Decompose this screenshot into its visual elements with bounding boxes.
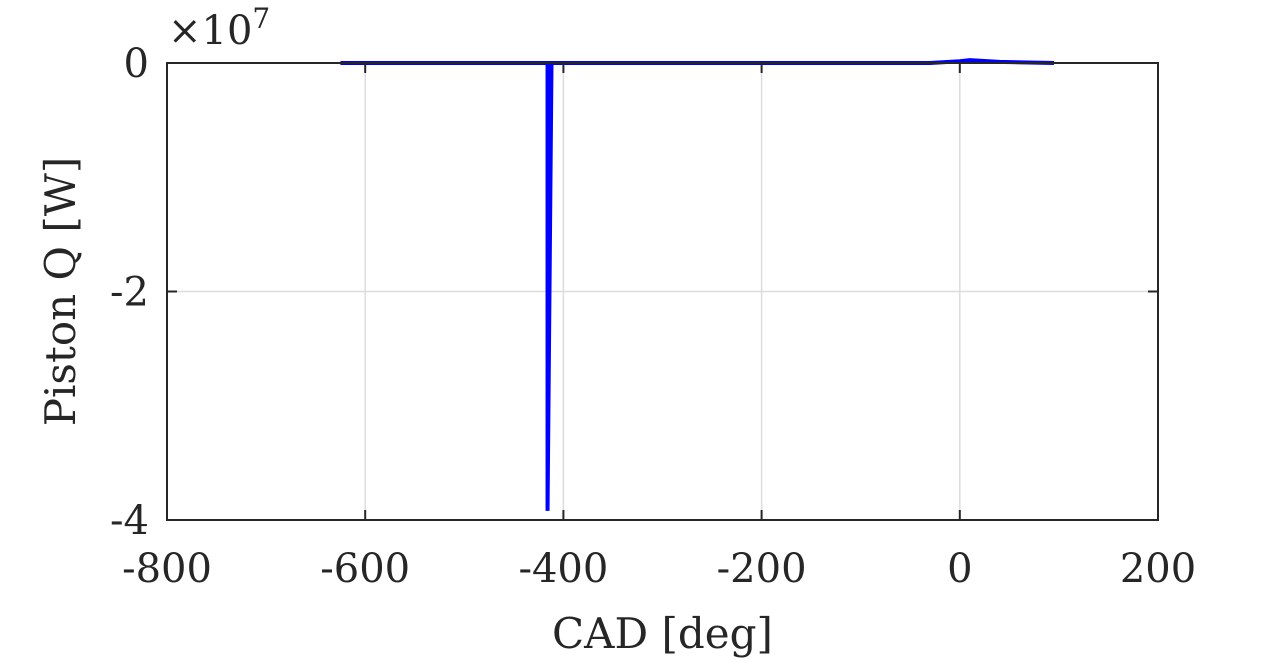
x-tick-label: 200 <box>1120 546 1196 592</box>
y-axis-exponent-power: 7 <box>252 2 270 35</box>
x-tick-label: 0 <box>947 546 972 592</box>
grid-layer <box>166 62 1159 521</box>
y-axis-exponent: ×107 <box>168 2 270 54</box>
x-tick-labels: -800 -600 -400 -200 0 200 <box>122 546 1196 592</box>
y-tick-label: 0 <box>124 41 149 87</box>
x-tick-label: -600 <box>320 546 410 592</box>
y-axis-label: Piston Q [W] <box>36 157 85 427</box>
y-tick-label: -2 <box>110 270 149 316</box>
series-line-0 <box>340 58 1054 511</box>
y-tick-label: -4 <box>110 498 149 544</box>
tick-layer <box>166 62 1159 521</box>
y-axis-exponent-prefix: ×10 <box>168 8 252 54</box>
x-axis-label: CAD [deg] <box>552 609 773 658</box>
x-tick-label: -400 <box>518 546 608 592</box>
y-tick-labels: -4 -2 0 <box>110 41 149 544</box>
series-layer <box>340 58 1054 511</box>
x-tick-label: -800 <box>122 546 212 592</box>
x-tick-label: -200 <box>717 546 807 592</box>
